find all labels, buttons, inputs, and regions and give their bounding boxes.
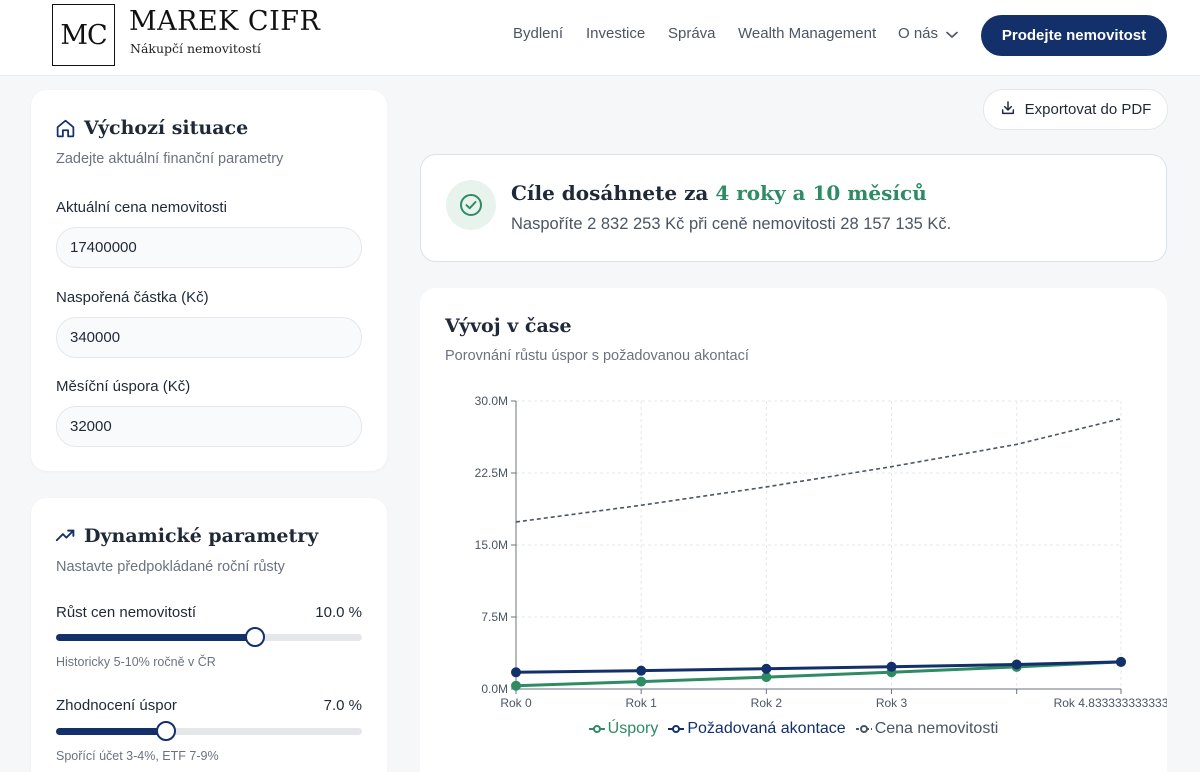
legend-label: Úspory xyxy=(607,720,659,737)
legend-marker xyxy=(668,725,685,733)
chart-legend: Úspory Požadovaná akontace Cena nemovito… xyxy=(420,720,1167,738)
legend-marker xyxy=(855,725,872,733)
slider-fill xyxy=(56,728,167,735)
logo-mark[interactable]: MC xyxy=(52,4,115,66)
nav-link-investice[interactable]: Investice xyxy=(586,25,646,42)
site-header: MC MAREK CIFR Nákupčí nemovitostí Bydlen… xyxy=(0,0,1200,76)
slider-thumb[interactable] xyxy=(156,721,177,741)
x-tick-label: Rok 0 xyxy=(500,696,532,710)
monthly-saving-label: Měsíční úspora (Kč) xyxy=(56,378,191,395)
result-duration: 4 roky a 10 měsíců xyxy=(715,181,927,205)
property-growth-slider[interactable] xyxy=(56,627,362,647)
legend-label: Požadovaná akontace xyxy=(687,720,846,737)
monthly-saving-input[interactable]: 32000 xyxy=(56,406,362,447)
data-point xyxy=(636,676,647,687)
dynamic-card-subtitle: Nastavte předpokládané roční růsty xyxy=(56,559,285,575)
initial-card-title: Výchozí situace xyxy=(84,117,249,139)
brand-tagline: Nákupčí nemovitostí xyxy=(130,41,261,56)
data-point xyxy=(511,680,521,691)
brand-name[interactable]: MAREK CIFR xyxy=(129,6,321,37)
y-tick-label: 0.0M xyxy=(481,682,508,696)
home-icon xyxy=(55,118,76,144)
property-price-input[interactable]: 17400000 xyxy=(56,227,362,268)
series-line xyxy=(515,417,1122,523)
property-growth-label: Růst cen nemovitostí xyxy=(56,604,197,621)
data-point xyxy=(636,665,647,676)
property-price-label: Aktuální cena nemovitosti xyxy=(56,199,227,216)
chart-subtitle: Porovnání růstu úspor s požadovanou akon… xyxy=(445,348,749,364)
data-point xyxy=(761,663,772,674)
savings-amount-input[interactable]: 340000 xyxy=(56,317,362,358)
x-tick-label: Rok 2 xyxy=(751,696,783,710)
x-tick-label: Rok 4.833333333333333 xyxy=(1054,696,1167,710)
goal-result-card: Cíle dosáhnete za 4 roky a 10 měsíců Nas… xyxy=(420,154,1167,262)
trending-up-icon xyxy=(55,527,76,548)
export-pdf-label: Exportovat do PDF xyxy=(1024,101,1152,118)
nav-link-bydleni[interactable]: Bydlení xyxy=(513,25,564,42)
slider-fill xyxy=(56,634,255,641)
nav-dropdown-label: O nás xyxy=(898,25,939,42)
check-circle-icon xyxy=(446,180,496,230)
chevron-down-icon xyxy=(946,26,958,43)
savings-amount-label: Naspořená částka (Kč) xyxy=(56,289,209,306)
data-point xyxy=(1011,659,1022,670)
export-pdf-button[interactable]: Exportovat do PDF xyxy=(983,89,1168,130)
chart-card: Vývoj v čase Porovnání růstu úspor s pož… xyxy=(420,288,1167,772)
nav-link-wealth-management[interactable]: Wealth Management xyxy=(738,25,877,42)
line-chart: 0.0M 7.5M 15.0M 22.5M 30.0M Rok 0 Rok 1 Rok 2 Ro… xyxy=(475,394,1167,710)
y-tick-label: 30.0M xyxy=(475,394,508,408)
y-tick-label: 7.5M xyxy=(481,610,508,624)
data-point xyxy=(761,672,772,683)
data-point xyxy=(886,661,897,672)
property-growth-hint: Historicky 5-10% ročně v ČR xyxy=(56,655,216,669)
savings-return-label: Zhodnocení úspor xyxy=(56,697,177,714)
legend-item-cena[interactable]: Cena nemovitosti xyxy=(855,720,999,738)
dynamic-card-title: Dynamické parametry xyxy=(84,525,319,547)
sell-property-button[interactable]: Prodejte nemovitost xyxy=(981,15,1167,56)
y-tick-label: 22.5M xyxy=(475,466,508,480)
legend-item-uspory[interactable]: Úspory xyxy=(588,720,659,738)
savings-return-slider[interactable] xyxy=(56,721,362,741)
nav-link-sprava[interactable]: Správa xyxy=(668,25,716,42)
result-title-prefix: Cíle dosáhnete za xyxy=(511,181,716,205)
property-growth-value: 10.0 % xyxy=(315,604,362,621)
legend-item-akontace[interactable]: Požadovaná akontace xyxy=(668,720,846,738)
dynamic-parameters-card: Dynamické parametry Nastavte předpokláda… xyxy=(31,498,387,772)
legend-marker xyxy=(588,725,605,733)
legend-label: Cena nemovitosti xyxy=(874,720,999,737)
savings-return-hint: Spořící účet 3-4%, ETF 7-9% xyxy=(56,749,219,763)
x-tick-label: Rok 1 xyxy=(625,696,657,710)
series-line xyxy=(515,660,1122,674)
data-point xyxy=(511,667,521,678)
savings-return-value: 7.0 % xyxy=(323,697,362,714)
y-tick-label: 15.0M xyxy=(475,538,508,552)
result-summary: Naspoříte 2 832 253 Kč při ceně nemovito… xyxy=(511,215,952,233)
x-tick-label: Rok 3 xyxy=(876,696,908,710)
result-title: Cíle dosáhnete za 4 roky a 10 měsíců xyxy=(511,181,927,205)
nav-dropdown-o-nas[interactable]: O nás xyxy=(898,25,958,43)
download-icon xyxy=(1000,100,1025,120)
chart-title: Vývoj v čase xyxy=(445,315,572,337)
slider-thumb[interactable] xyxy=(244,627,265,647)
series-line xyxy=(515,660,1122,688)
initial-card-subtitle: Zadejte aktuální finanční parametry xyxy=(56,151,284,167)
data-point xyxy=(1116,656,1126,667)
initial-situation-card: Výchozí situace Zadejte aktuální finančn… xyxy=(31,90,387,471)
